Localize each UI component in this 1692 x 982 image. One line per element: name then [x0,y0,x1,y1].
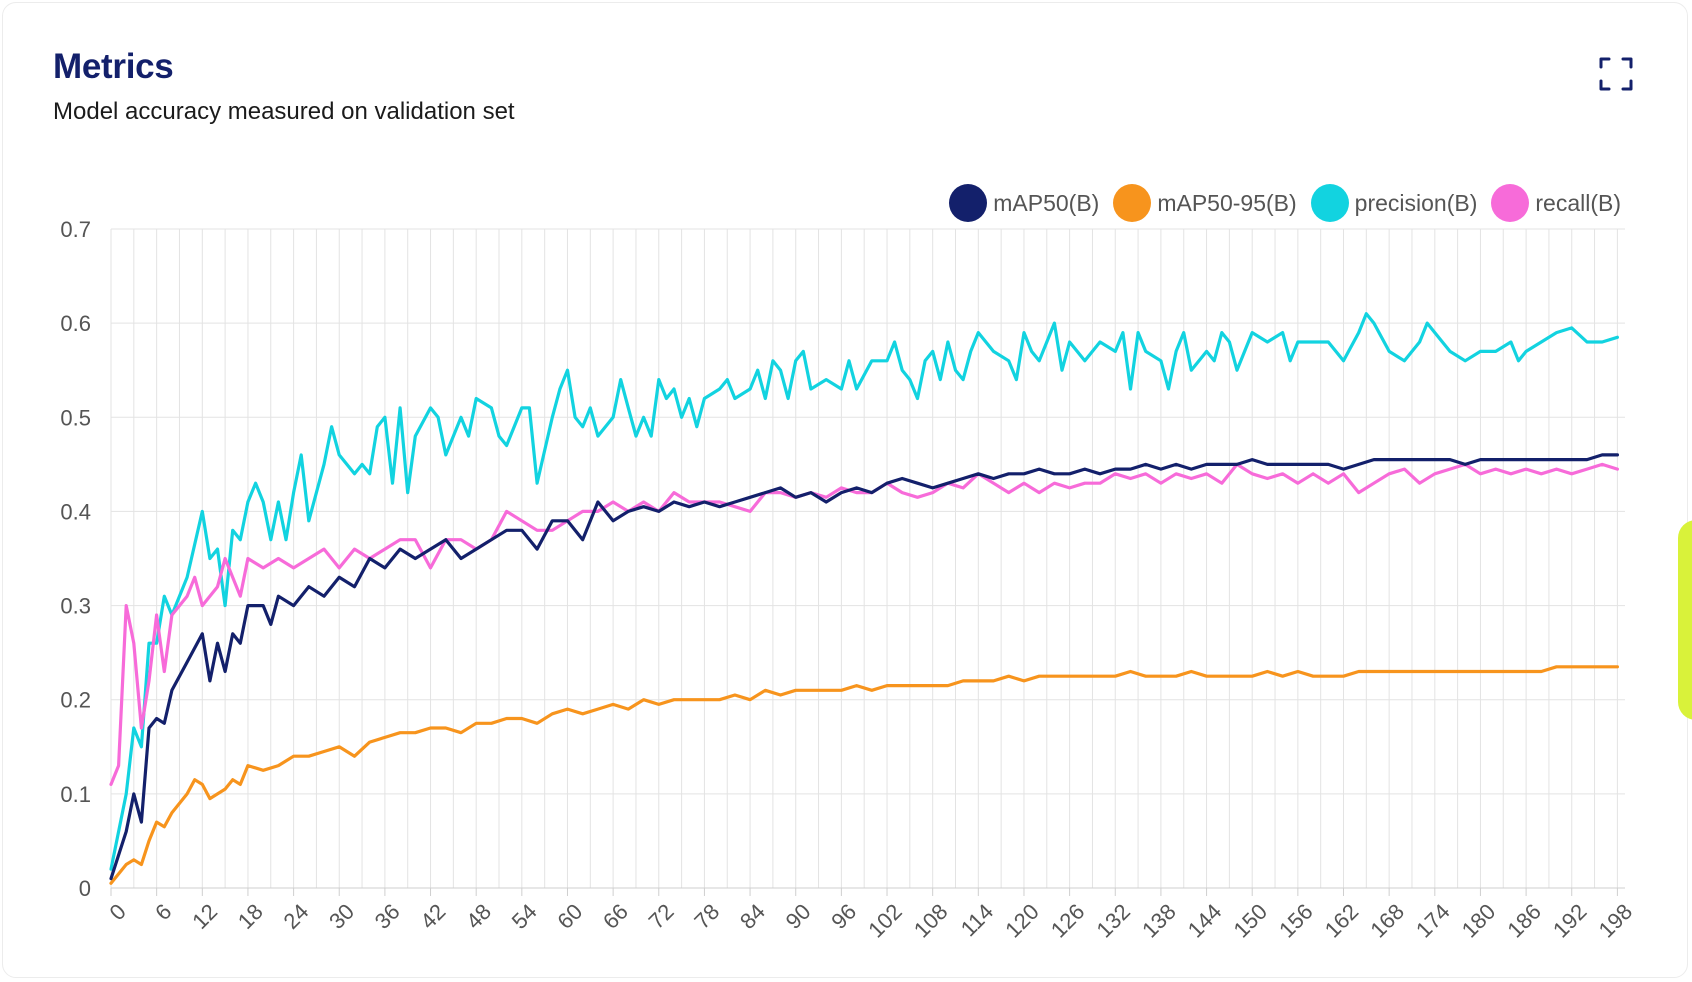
chart-legend: mAP50(B) mAP50-95(B) precision(B) recall(B) [949,184,1621,222]
x-tick-label: 198 [1594,899,1638,943]
expand-button[interactable] [1599,57,1633,91]
side-panel-handle[interactable] [1678,520,1692,720]
legend-item[interactable]: recall(B) [1491,184,1621,222]
legend-label: mAP50(B) [993,189,1100,216]
y-tick-label: 0.3 [60,594,91,619]
x-tick-label: 60 [552,899,587,934]
x-tick-label: 12 [187,899,222,934]
x-tick-label: 42 [415,899,450,934]
x-tick-label: 36 [370,899,405,934]
x-tick-label: 66 [598,899,633,934]
page-subtitle: Model accuracy measured on validation se… [53,98,515,125]
x-tick-label: 132 [1091,899,1135,943]
x-tick-label: 168 [1365,899,1409,943]
x-tick-label: 120 [1000,899,1044,943]
y-tick-label: 0.4 [60,499,91,524]
x-tick-label: 24 [278,899,313,934]
page-title: Metrics [53,47,174,86]
x-tick-label: 78 [689,899,724,934]
x-tick-label: 156 [1274,899,1318,943]
legend-item[interactable]: precision(B) [1310,184,1478,222]
legend-item[interactable]: mAP50-95(B) [1113,184,1297,222]
legend-swatch [1113,184,1152,222]
legend-label: recall(B) [1535,189,1621,216]
expand-icon[interactable] [1599,57,1633,91]
x-tick-label: 192 [1548,899,1592,943]
series-line-precision-b [109,312,1619,871]
legend-swatch [1310,184,1349,222]
x-tick-label: 126 [1046,899,1090,943]
x-tick-label: 162 [1320,899,1364,943]
x-tick-label: 54 [507,899,542,934]
y-tick-label: 0.6 [60,311,91,336]
x-tick-label: 6 [150,899,176,925]
x-tick-label: 108 [909,899,953,943]
legend-swatch [949,184,988,222]
x-tick-label: 18 [233,899,268,934]
series-line-map50-95-b [109,665,1619,885]
legend-swatch [1491,184,1530,222]
y-tick-label: 0.5 [60,405,91,430]
x-tick-label: 114 [956,899,998,941]
x-tick-label: 102 [863,899,907,943]
x-tick-label: 138 [1137,899,1181,943]
legend-item[interactable]: mAP50(B) [949,184,1099,222]
x-tick-label: 150 [1228,899,1272,943]
legend-label: precision(B) [1354,189,1478,216]
x-tick-label: 180 [1457,899,1501,943]
x-tick-label: 96 [826,899,861,934]
x-tick-label: 186 [1502,899,1546,943]
legend-label: mAP50-95(B) [1157,189,1297,216]
x-tick-label: 72 [644,899,679,934]
x-tick-label: 174 [1411,899,1455,943]
x-tick-label: 144 [1183,899,1227,943]
y-tick-label: 0.2 [60,688,91,713]
x-tick-label: 90 [781,899,816,934]
x-tick-label: 84 [735,899,770,934]
y-tick-label: 0.1 [60,782,91,807]
x-tick-label: 30 [324,899,359,934]
series-line-map50-b [109,453,1619,881]
x-tick-label: 48 [461,899,496,934]
y-tick-label: 0.7 [60,217,91,242]
y-tick-label: 0 [79,876,91,901]
x-tick-label: 0 [105,899,131,925]
